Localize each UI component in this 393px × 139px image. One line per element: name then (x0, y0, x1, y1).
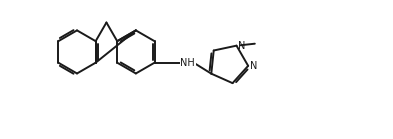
Text: N: N (250, 61, 257, 71)
Text: NH: NH (180, 58, 195, 68)
Text: N: N (238, 41, 246, 51)
